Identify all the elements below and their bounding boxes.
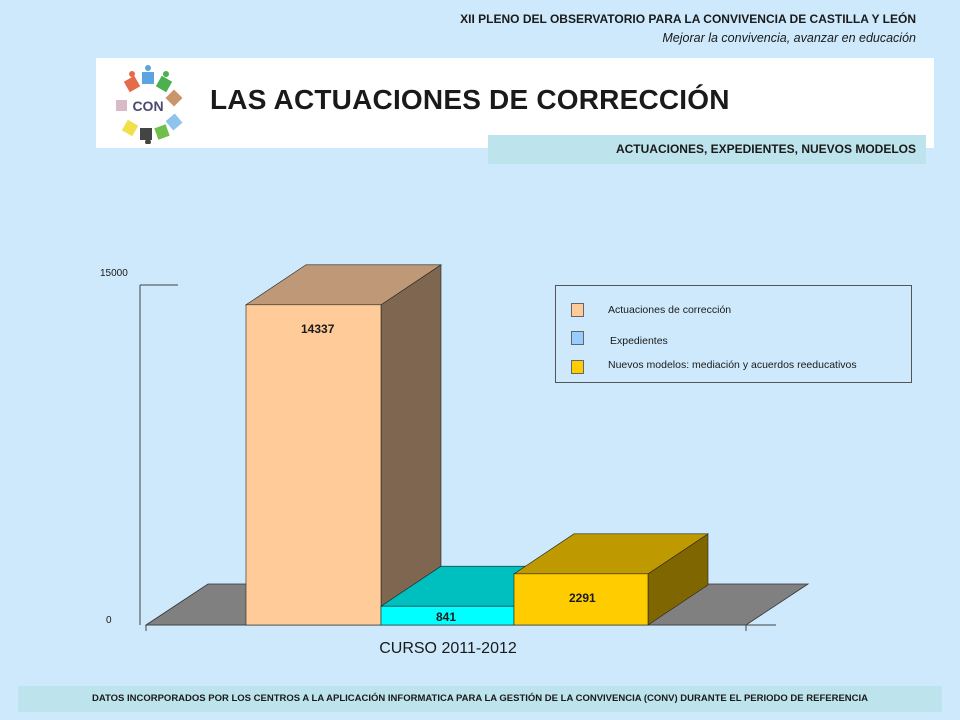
- header-slogan: Mejorar la convivencia, avanzar en educa…: [662, 31, 916, 45]
- page-title: LAS ACTUACIONES DE CORRECCIÓN: [210, 84, 730, 115]
- title-band: CON LAS ACTUACIONES DE CORRECCIÓN: [96, 58, 934, 148]
- header-event-title: XII PLENO DEL OBSERVATORIO PARA LA CONVI…: [460, 12, 916, 26]
- y-tick-label-zero: 0: [106, 615, 112, 626]
- bar-nuevos-modelos: [513, 573, 649, 626]
- data-label-expedientes: 841: [436, 610, 456, 624]
- bar-group: 14337 841 2291: [245, 264, 709, 626]
- chart-legend: Actuaciones de corrección Expedientes Nu…: [555, 285, 912, 383]
- bar-chart-3d: 15000 0 14337 841 2291 CURSO 2011-2012: [100, 264, 810, 657]
- data-label-actuaciones: 14337: [301, 322, 335, 336]
- legend-label-expedientes: Expedientes: [610, 335, 668, 347]
- legend-item-actuaciones: Actuaciones de corrección: [556, 303, 911, 319]
- category-label: CURSO 2011-2012: [379, 640, 517, 657]
- subtitle-band: ACTUACIONES, EXPEDIENTES, NUEVOS MODELOS: [488, 135, 926, 164]
- legend-label-nuevos-modelos: Nuevos modelos: mediación y acuerdos ree…: [608, 359, 857, 371]
- legend-swatch-expedientes: [571, 331, 584, 345]
- footer-band: DATOS INCORPORADOS POR LOS CENTROS A LA …: [18, 686, 942, 712]
- legend-label-actuaciones: Actuaciones de corrección: [608, 304, 732, 316]
- data-label-nuevos-modelos: 2291: [569, 591, 596, 605]
- bar-side-actuaciones: [380, 264, 442, 626]
- legend-swatch-nuevos-modelos: [571, 360, 584, 374]
- legend-item-expedientes: Expedientes: [556, 331, 911, 347]
- bar-actuaciones: [245, 304, 382, 626]
- con-logo-icon: CON: [116, 65, 183, 144]
- legend-swatch-actuaciones: [571, 303, 584, 317]
- logo-text: CON: [132, 98, 163, 114]
- subtitle: ACTUACIONES, EXPEDIENTES, NUEVOS MODELOS: [615, 142, 916, 156]
- legend-item-nuevos-modelos: Nuevos modelos: mediación y acuerdos ree…: [556, 359, 911, 376]
- y-tick-label-max: 15000: [100, 268, 128, 279]
- footer-note: DATOS INCORPORADOS POR LOS CENTROS A LA …: [91, 693, 869, 704]
